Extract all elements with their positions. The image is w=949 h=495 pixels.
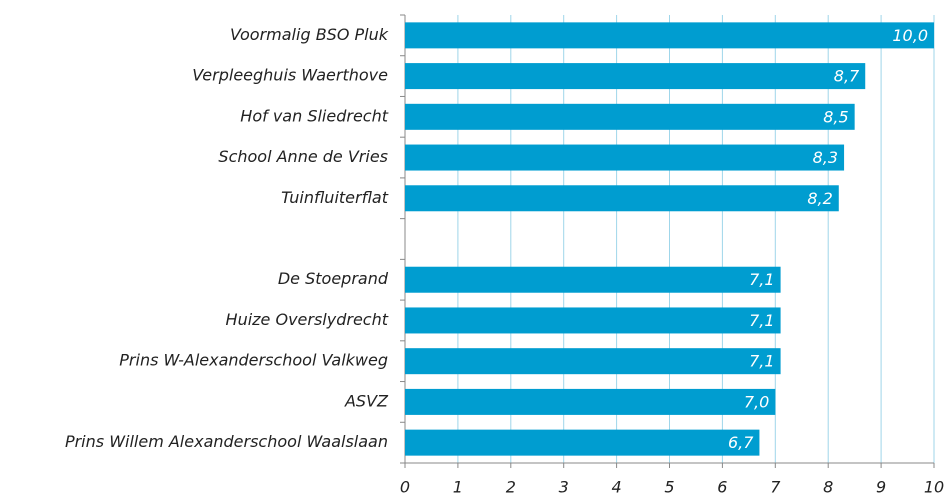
x-tick-label: 10 — [924, 478, 944, 495]
bar — [405, 307, 781, 334]
value-label: 7,1 — [749, 270, 774, 289]
value-label: 8,2 — [807, 189, 832, 208]
x-tick-label: 2 — [506, 478, 516, 495]
y-tick-label: Prins Willem Alexanderschool Waalslaan — [65, 432, 388, 451]
y-tick-label: Huize Overslydrecht — [226, 310, 389, 329]
y-tick-label: Prins W-Alexanderschool Valkweg — [119, 351, 388, 370]
bar — [405, 388, 776, 415]
value-label: 7,1 — [749, 311, 774, 330]
x-tick-label: 4 — [612, 478, 622, 495]
y-tick-label: De Stoeprand — [278, 269, 389, 288]
value-label: 8,7 — [834, 67, 860, 86]
value-label: 8,3 — [813, 148, 838, 167]
y-tick-label: Hof van Sliedrecht — [240, 106, 388, 125]
y-tick-label: Verpleeghuis Waerthove — [192, 66, 388, 85]
y-tick-label: School Anne de Vries — [218, 147, 388, 166]
x-tick-label: 8 — [823, 478, 833, 495]
bar — [405, 348, 781, 375]
x-tick-label: 6 — [717, 478, 727, 495]
value-label: 6,7 — [728, 433, 754, 452]
y-tick-label: Voormalig BSO Pluk — [230, 25, 389, 44]
bar — [405, 429, 760, 456]
bar — [405, 266, 781, 293]
x-tick-label: 0 — [400, 478, 410, 495]
x-tick-label: 7 — [770, 478, 781, 495]
bar — [405, 185, 839, 212]
x-tick-label: 3 — [559, 478, 569, 495]
bar — [405, 144, 845, 171]
x-tick-label: 1 — [453, 478, 463, 495]
y-tick-label: ASVZ — [344, 391, 389, 410]
value-label: 7,1 — [749, 352, 774, 371]
value-label: 10,0 — [892, 26, 928, 45]
bar — [405, 22, 934, 49]
bar — [405, 103, 855, 130]
x-tick-label: 9 — [876, 478, 886, 495]
x-tick-label: 5 — [664, 478, 674, 495]
value-label: 7,0 — [744, 392, 769, 411]
y-tick-label: Tuinfluiterflat — [281, 188, 389, 207]
value-label: 8,5 — [823, 107, 848, 126]
bar — [405, 63, 866, 90]
